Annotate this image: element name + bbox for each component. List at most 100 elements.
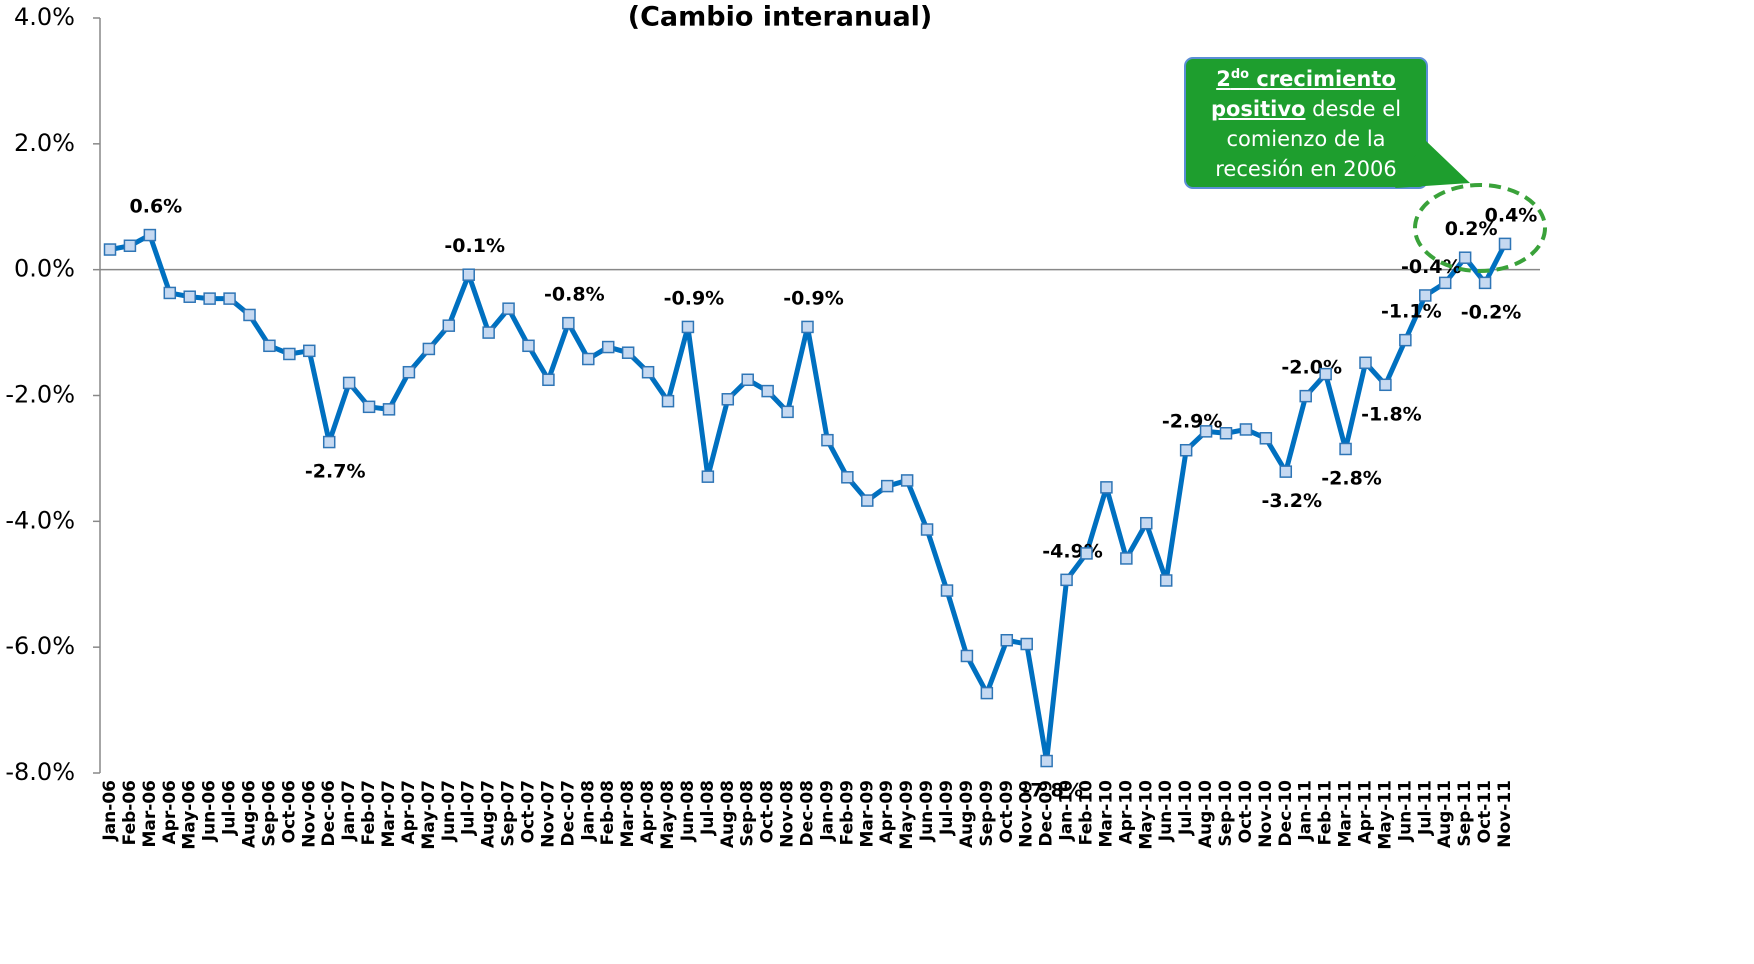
- x-tick-label: Feb-07: [359, 780, 379, 845]
- x-tick-label: Oct-06: [279, 780, 299, 843]
- marker: [661, 394, 675, 408]
- x-tick-label: Feb-10: [1077, 780, 1097, 846]
- x-tick-label: Dec-06: [319, 780, 339, 846]
- x-tick-label: Apr-08: [638, 780, 658, 844]
- marker: [1239, 423, 1253, 436]
- x-tick-label: Jan-06: [100, 780, 120, 842]
- marker: [781, 405, 794, 419]
- marker: [203, 292, 216, 305]
- x-tick-label: Apr-06: [160, 780, 180, 844]
- x-tick-label: Nov-08: [778, 780, 798, 848]
- data-label: -1.1%: [1381, 301, 1442, 323]
- x-tick-label: Mar-11: [1336, 780, 1356, 848]
- marker: [303, 344, 316, 358]
- marker: [402, 365, 416, 379]
- marker: [1478, 276, 1492, 290]
- marker: [1100, 481, 1113, 494]
- y-tick-label: 4.0%: [14, 3, 75, 31]
- marker: [621, 346, 635, 359]
- marker: [1040, 754, 1053, 768]
- marker: [562, 316, 575, 330]
- x-tick-label: Oct-08: [758, 780, 778, 843]
- x-tick-label: Feb-09: [837, 780, 857, 845]
- marker: [821, 433, 834, 447]
- x-tick-label: Mar-08: [618, 780, 638, 848]
- callout-line: 2do crecimiento: [1187, 60, 1425, 94]
- chart-title: (Cambio interanual): [628, 2, 933, 33]
- x-tick-label: Nov-10: [1256, 780, 1276, 848]
- marker: [940, 584, 954, 597]
- marker: [502, 302, 515, 315]
- data-label: -2.8%: [1321, 467, 1382, 489]
- marker: [442, 319, 456, 332]
- x-tick-label: Aug-06: [240, 780, 260, 848]
- marker: [1259, 432, 1273, 445]
- callout-text: positivo: [1210, 97, 1306, 121]
- marker: [1199, 425, 1213, 438]
- marker: [1458, 251, 1472, 264]
- callout-line: positivo desde el: [1187, 94, 1425, 124]
- x-tick-label: Jul-09: [937, 780, 957, 836]
- x-tick-label: Sep-11: [1455, 780, 1475, 847]
- marker: [183, 290, 196, 303]
- x-tick-label: Mar-10: [1096, 780, 1116, 848]
- x-tick-label: Dec-10: [1276, 780, 1296, 847]
- x-tick-label: Sep-10: [1216, 780, 1236, 847]
- marker: [701, 470, 715, 483]
- x-tick-label: Jul-07: [459, 780, 479, 836]
- data-label: -2.0%: [1281, 357, 1342, 379]
- marker: [123, 239, 137, 253]
- y-tick-label: 2.0%: [14, 129, 75, 157]
- x-tick-label: Aug-09: [957, 780, 977, 848]
- marker: [601, 340, 615, 354]
- marker: [1000, 633, 1014, 647]
- callout-text: crecimiento: [1249, 67, 1396, 91]
- x-tick-label: Aug-10: [1196, 780, 1216, 848]
- marker: [342, 376, 356, 390]
- x-tick-label: Feb-08: [598, 780, 618, 845]
- data-label: -0.2%: [1461, 301, 1522, 323]
- x-tick-label: Jan-08: [578, 780, 598, 842]
- data-label: -1.8%: [1361, 403, 1422, 425]
- x-tick-label: Dec-07: [558, 780, 578, 846]
- x-tick-label: Sep-08: [738, 780, 758, 847]
- x-tick-label: Nov-06: [299, 780, 319, 848]
- x-tick-label: Jul-11: [1415, 780, 1435, 836]
- marker: [1279, 465, 1293, 478]
- x-tick-label: May-06: [180, 780, 200, 850]
- marker: [103, 243, 117, 256]
- marker: [1319, 367, 1332, 381]
- marker: [582, 352, 595, 366]
- data-label: -0.8%: [544, 284, 605, 306]
- callout-text: recesión en 2006: [1215, 157, 1397, 181]
- marker: [1379, 378, 1392, 392]
- x-tick-label: Jan-09: [817, 780, 837, 842]
- x-tick-label: Jan-10: [1057, 780, 1077, 842]
- marker: [1498, 237, 1512, 251]
- marker: [462, 268, 475, 281]
- marker: [880, 479, 894, 493]
- marker: [482, 326, 495, 339]
- x-tick-label: Jul-06: [220, 780, 240, 836]
- x-tick-label: Sep-06: [259, 780, 279, 847]
- data-label: -3.2%: [1261, 490, 1322, 512]
- marker: [641, 365, 655, 379]
- marker: [960, 649, 974, 663]
- data-label: -4.9%: [1042, 540, 1103, 562]
- y-tick-label: -4.0%: [5, 506, 75, 534]
- marker: [1438, 276, 1452, 290]
- callout-text: desde el: [1305, 97, 1402, 121]
- marker: [283, 347, 296, 361]
- x-tick-label: May-07: [419, 780, 439, 850]
- marker: [1399, 333, 1412, 347]
- marker: [362, 400, 376, 414]
- marker: [1179, 443, 1193, 457]
- x-tick-label: Jun-10: [1156, 780, 1176, 842]
- x-tick-label: Mar-09: [857, 780, 877, 848]
- marker: [841, 471, 854, 484]
- marker: [761, 384, 774, 398]
- data-label: -7.8%: [1022, 780, 1083, 802]
- callout-text: 2: [1216, 67, 1231, 91]
- marker: [163, 286, 177, 300]
